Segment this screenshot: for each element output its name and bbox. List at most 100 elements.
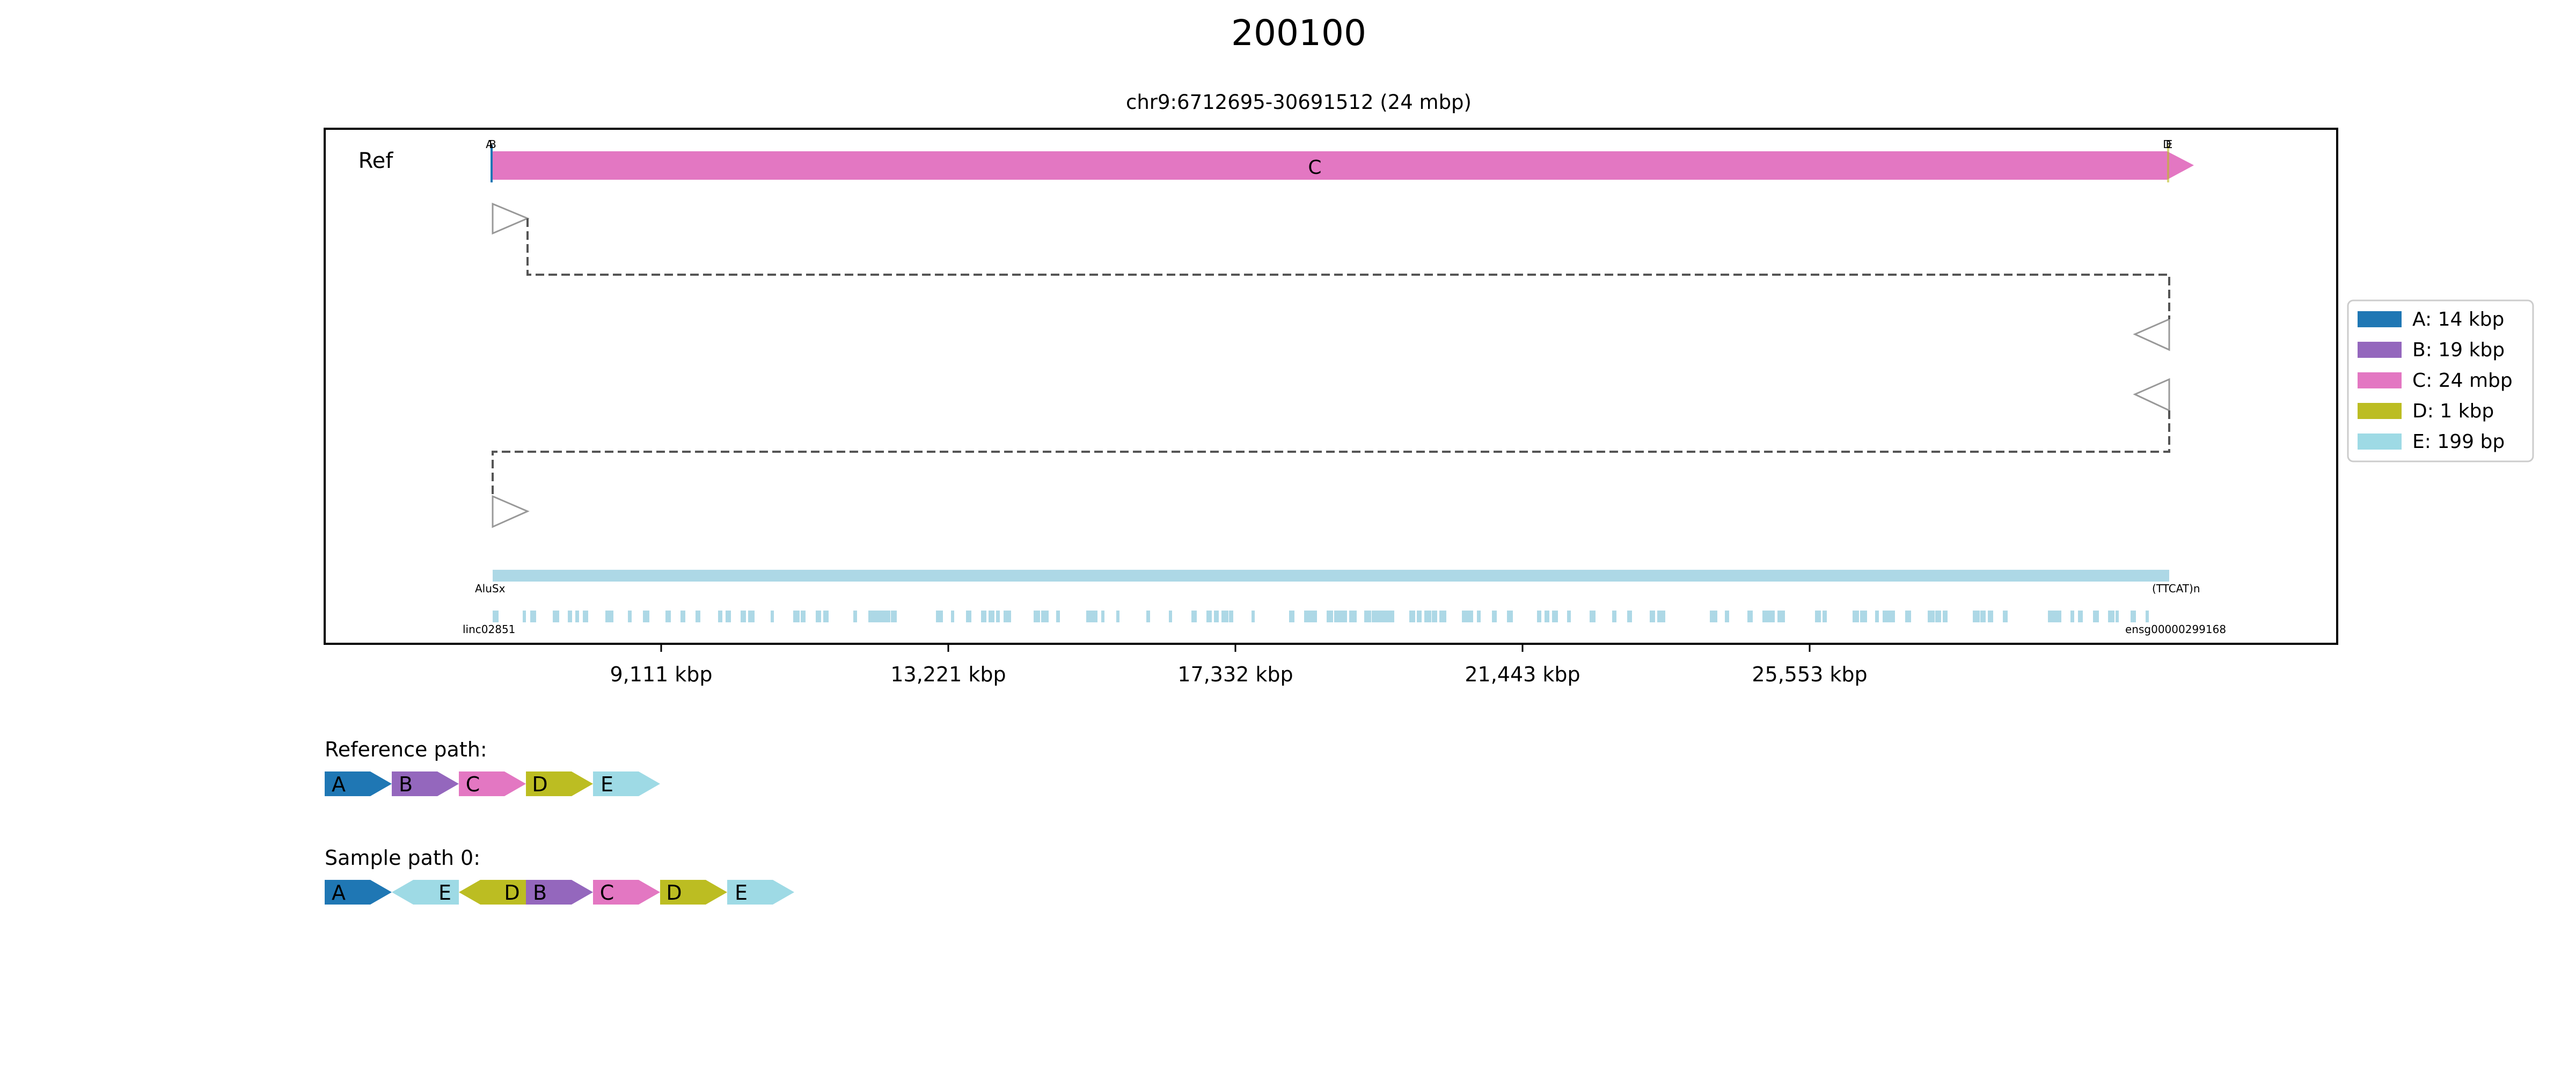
sample-path-segment-d: [459, 880, 526, 905]
gene-mark: [1004, 611, 1011, 622]
gene-mark: [1507, 611, 1513, 622]
gene-label-start: linc02851: [463, 623, 515, 636]
ref-path-segment-c: [459, 771, 526, 796]
gene-mark: [1101, 611, 1104, 622]
sample-path-segment-label: A: [332, 881, 346, 905]
sample-path-segment-label: C: [600, 881, 614, 905]
gene-mark: [936, 611, 943, 622]
gene-mark: [1221, 611, 1228, 622]
gene-mark: [2070, 611, 2074, 622]
ref-segment-c: [493, 151, 2194, 180]
gene-mark: [1537, 611, 1541, 622]
ref-edge-label-d: D: [2163, 138, 2171, 151]
gene-mark: [530, 611, 536, 622]
gene-mark: [2108, 611, 2114, 622]
repeat-label-end: (TTCAT)n: [2152, 582, 2200, 595]
sample-path-segment-c: [593, 880, 660, 905]
gene-mark: [883, 611, 890, 622]
alignment-connectors: [492, 218, 2170, 496]
gene-mark: [1312, 611, 1317, 622]
gene-mark: [1417, 611, 1422, 622]
gene-mark: [1988, 611, 1993, 622]
x-tick-label: 9,111 kbp: [610, 663, 712, 686]
gene-mark: [568, 611, 572, 622]
repeat-label-start: AluSx: [475, 582, 506, 595]
gene-mark: [1770, 611, 1775, 622]
gene-mark: [2131, 611, 2136, 622]
gene-mark: [1928, 611, 1935, 622]
gene-mark: [1567, 611, 1571, 622]
reference-path: A B C D E: [325, 771, 660, 796]
gene-mark: [1973, 611, 1980, 622]
connector-top: [526, 218, 2170, 319]
reverse-triangle-2: [2133, 378, 2170, 412]
connector-bottom: [492, 410, 2170, 496]
gene-mark: [1747, 611, 1753, 622]
gene-mark: [1342, 611, 1347, 622]
gene-mark: [2116, 611, 2119, 622]
x-tick-label: 25,553 kbp: [1752, 663, 1867, 686]
gene-mark: [1086, 611, 1094, 622]
ref-path-segment-e: [593, 771, 660, 796]
gene-mark: [1612, 611, 1616, 622]
x-axis: 9,111 kbp 13,221 kbp 17,332 kbp 21,443 kbp 2…: [610, 644, 1868, 686]
gene-mark: [771, 611, 774, 622]
gene-mark: [1477, 611, 1481, 622]
reverse-triangle-1: [2133, 318, 2170, 351]
x-tick-label: 21,443 kbp: [1465, 663, 1580, 686]
gene-mark: [891, 611, 897, 622]
ref-path-segment-label: C: [466, 773, 480, 796]
gene-mark: [1710, 611, 1717, 622]
gene-mark: [1094, 611, 1097, 622]
gene-mark: [1206, 611, 1212, 622]
gene-mark: [1169, 611, 1172, 622]
gene-mark: [1462, 611, 1470, 622]
x-tick-label: 13,221 kbp: [890, 663, 1006, 686]
gene-mark: [2146, 611, 2149, 622]
legend-label-b: B: 19 kbp: [2412, 339, 2505, 361]
gene-mark: [1439, 611, 1446, 622]
legend-frame: [2347, 299, 2534, 462]
gene-mark: [2048, 611, 2055, 622]
gene-mark: [628, 611, 632, 622]
ref-path-segment-a: [325, 771, 392, 796]
gene-mark: [1409, 611, 1415, 622]
sample-path-segment-e: [392, 880, 459, 905]
gene-mark: [989, 611, 994, 622]
gene-mark: [1191, 611, 1197, 622]
gene-mark: [996, 611, 1000, 622]
gene-mark: [951, 611, 954, 622]
forward-triangle-top: [492, 202, 530, 235]
sample-path-segment-d: [660, 880, 727, 905]
ref-edge-label-a: A: [486, 138, 493, 151]
gene-mark: [1545, 611, 1549, 622]
gene-mark: [1762, 611, 1770, 622]
legend-label-c: C: 24 mbp: [2412, 370, 2513, 392]
gene-mark: [801, 611, 806, 622]
gene-mark: [718, 611, 722, 622]
gene-mark: [1883, 611, 1891, 622]
gene-mark: [1056, 611, 1060, 622]
track-label: Ref: [358, 149, 394, 173]
gene-mark: [823, 611, 829, 622]
gene-mark: [1650, 611, 1655, 622]
sample-path-segment-b: [526, 880, 593, 905]
gene-mark: [696, 611, 700, 622]
gene-mark: [605, 611, 613, 622]
ref-path-segment-label: D: [532, 773, 547, 796]
figure-title: 200100: [1231, 12, 1366, 54]
sample-path-segment-label: D: [666, 881, 682, 905]
gene-mark: [2003, 611, 2008, 622]
gene-mark: [1334, 611, 1342, 622]
legend-label-a: A: 14 kbp: [2412, 308, 2504, 330]
ref-edge-label-b: B: [489, 138, 496, 151]
gene-mark: [1492, 611, 1497, 622]
gene-mark: [741, 611, 746, 622]
gene-mark: [493, 611, 499, 622]
gene-mark: [1725, 611, 1729, 622]
gene-mark: [1304, 611, 1312, 622]
gene-mark: [1034, 611, 1040, 622]
sample-path-label: Sample path 0:: [325, 846, 480, 870]
legend-swatch-d: [2358, 403, 2402, 419]
gene-mark: [1289, 611, 1294, 622]
